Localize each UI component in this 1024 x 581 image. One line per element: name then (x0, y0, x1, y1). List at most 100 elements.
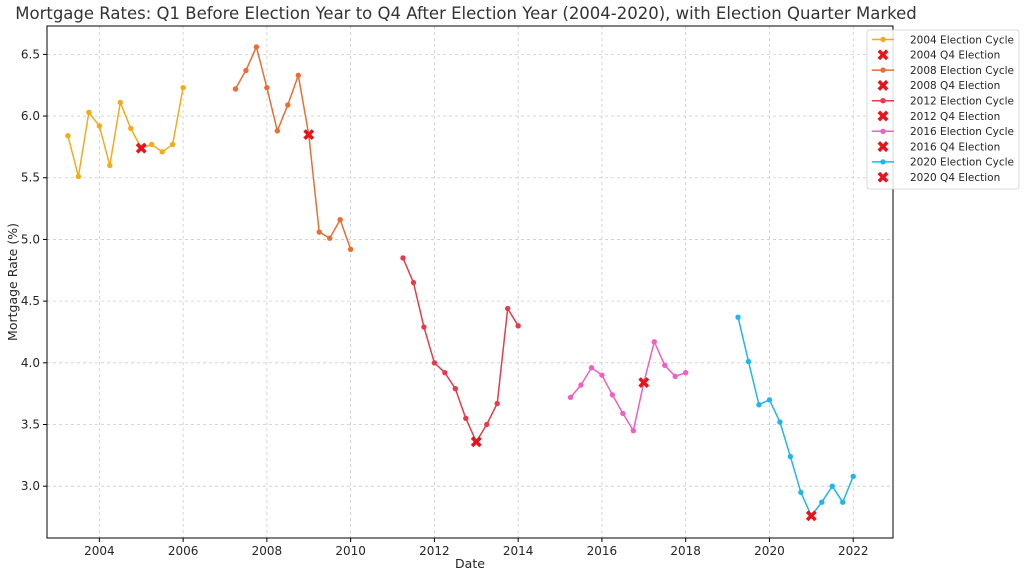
legend-entry-label: 2016 Election Cycle (910, 126, 1014, 138)
data-point (149, 141, 155, 148)
legend-box (866, 29, 1020, 190)
data-point (347, 246, 354, 253)
data-point (326, 235, 333, 241)
data-point (567, 394, 574, 401)
legend-entry-label: 2016 Q4 Election (910, 141, 1000, 153)
data-point (766, 397, 773, 403)
data-point (494, 400, 500, 407)
data-point (442, 369, 448, 376)
legend-entry-label: 2012 Q4 Election (910, 111, 1000, 123)
data-point (484, 421, 490, 428)
series-line-2 (402, 257, 519, 443)
data-point (159, 149, 165, 155)
data-point (253, 44, 260, 50)
data-point (735, 314, 741, 320)
data-point (421, 324, 427, 330)
x-tick-label: 2016 (587, 544, 618, 558)
legend-entry-label: 2012 Election Cycle (910, 96, 1014, 108)
legend: 2004 Election Cycle 2004 Q4 Election 2008 … (866, 29, 1020, 190)
legend-swatch-point (880, 67, 886, 73)
y-tick-label: 4.0 (21, 356, 40, 370)
y-axis-label: Mortgage Rate (%) (5, 223, 20, 341)
data-point (96, 123, 103, 129)
election-marker-0 (135, 142, 147, 154)
data-point (337, 216, 343, 223)
chart-title: Mortgage Rates: Q1 Before Election Year … (15, 4, 916, 23)
x-axis-label: Date (455, 556, 485, 571)
data-point (819, 499, 825, 505)
legend-swatch-x (877, 49, 889, 61)
data-point (295, 72, 301, 79)
legend-swatch-x (877, 79, 889, 91)
x-tick-label: 2004 (84, 544, 115, 558)
legend-entry-label: 2008 Election Cycle (910, 65, 1014, 77)
data-point (504, 305, 511, 312)
legend-entry-label: 2020 Q4 Election (910, 172, 1000, 184)
data-point (672, 373, 678, 380)
election-marker-4 (805, 510, 817, 522)
legend-swatch-x (877, 141, 889, 153)
legend-entry-label: 2004 Election Cycle (910, 34, 1014, 46)
series-group (65, 44, 856, 519)
y-tick-label: 4.5 (21, 294, 40, 308)
data-point (65, 133, 71, 139)
y-tick-label: 5.5 (21, 171, 40, 185)
plot-area-frame (46, 25, 894, 539)
data-point (651, 339, 657, 345)
data-point (431, 360, 438, 366)
election-marker-2 (470, 436, 482, 448)
data-point (662, 362, 668, 368)
series-line-4 (737, 316, 854, 517)
election-marker-group (135, 129, 817, 522)
data-point (850, 473, 856, 480)
data-point (777, 419, 783, 425)
x-tick-label: 2010 (335, 544, 366, 558)
data-point (840, 499, 846, 505)
legend-entry-label: 2004 Q4 Election (910, 50, 1000, 62)
data-point (630, 427, 637, 434)
data-point (452, 386, 459, 392)
data-point (107, 162, 113, 169)
data-point (682, 369, 689, 376)
x-tick-label: 2008 (252, 544, 283, 558)
legend-swatch-point (880, 98, 886, 104)
y-tick-label: 6.0 (21, 109, 40, 123)
data-point (410, 279, 417, 286)
y-tick-label: 5.0 (21, 232, 40, 246)
data-point (243, 67, 249, 74)
data-point (620, 410, 626, 417)
data-point (515, 323, 521, 329)
data-point (86, 109, 92, 116)
legend-swatch-x (877, 171, 889, 183)
data-point (232, 86, 239, 92)
data-point (588, 365, 595, 371)
x-tick-label: 2020 (754, 544, 785, 558)
x-tick-label: 2022 (838, 544, 869, 558)
axis-ticks: 2004 2006 2008 2010 2012 2014 2016 2018 2020 2022… (21, 47, 869, 558)
data-point (400, 255, 406, 261)
data-point (798, 489, 804, 496)
data-point (285, 102, 291, 108)
legend-swatch-point (880, 36, 886, 43)
legend-swatch-point (880, 159, 886, 165)
data-point (75, 173, 82, 180)
legend-swatch-x (877, 110, 889, 122)
data-point (609, 392, 616, 398)
x-tick-label: 2012 (419, 544, 450, 558)
legend-entry-label: 2008 Q4 Election (910, 80, 1000, 92)
data-point (274, 128, 281, 134)
y-tick-label: 3.5 (21, 417, 40, 431)
data-point (745, 358, 752, 365)
data-point (169, 141, 176, 148)
data-point (463, 415, 469, 422)
legend-swatch-point (880, 128, 886, 134)
election-marker-3 (638, 377, 650, 389)
data-point (787, 453, 794, 460)
x-tick-label: 2006 (168, 544, 199, 558)
data-point (264, 84, 270, 91)
data-point (128, 125, 134, 132)
x-tick-label: 2014 (503, 544, 534, 558)
